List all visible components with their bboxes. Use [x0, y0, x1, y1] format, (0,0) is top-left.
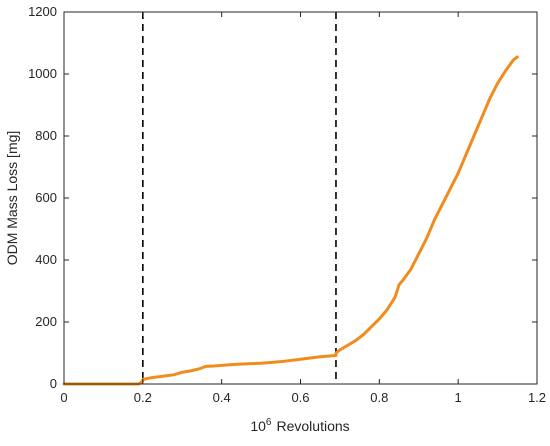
y-tick-label: 200	[35, 314, 57, 329]
y-tick-label: 600	[35, 190, 57, 205]
y-axis-title: ODM Mass Loss [mg]	[4, 131, 20, 266]
y-tick-label: 1000	[28, 66, 57, 81]
y-tick-label: 1200	[28, 4, 57, 19]
series-line	[62, 55, 519, 386]
x-axis: 0 0.2 0.4 0.6 0.8 1 1.2	[60, 12, 546, 405]
y-tick-label: 400	[35, 252, 57, 267]
y-axis: 0 200 400 600 800 1000 1200	[28, 4, 537, 391]
x-tick-label: 1	[455, 390, 462, 405]
series-layer	[62, 55, 519, 386]
x-axis-title-exponent: 6	[266, 417, 272, 428]
x-axis-title: 106 Revolutions	[250, 417, 349, 434]
y-tick-label: 800	[35, 128, 57, 143]
x-axis-title-base: 10	[250, 418, 266, 434]
x-tick-label: 0.6	[291, 390, 309, 405]
x-tick-label: 0	[60, 390, 67, 405]
y-tick-label: 0	[50, 376, 57, 391]
x-tick-label: 1.2	[528, 390, 546, 405]
x-axis-title-text: Revolutions	[276, 418, 349, 434]
x-tick-label: 0.8	[370, 390, 388, 405]
x-tick-label: 0.2	[134, 390, 152, 405]
reference-lines	[142, 12, 337, 384]
plot-area	[64, 12, 537, 384]
x-tick-label: 0.4	[213, 390, 231, 405]
